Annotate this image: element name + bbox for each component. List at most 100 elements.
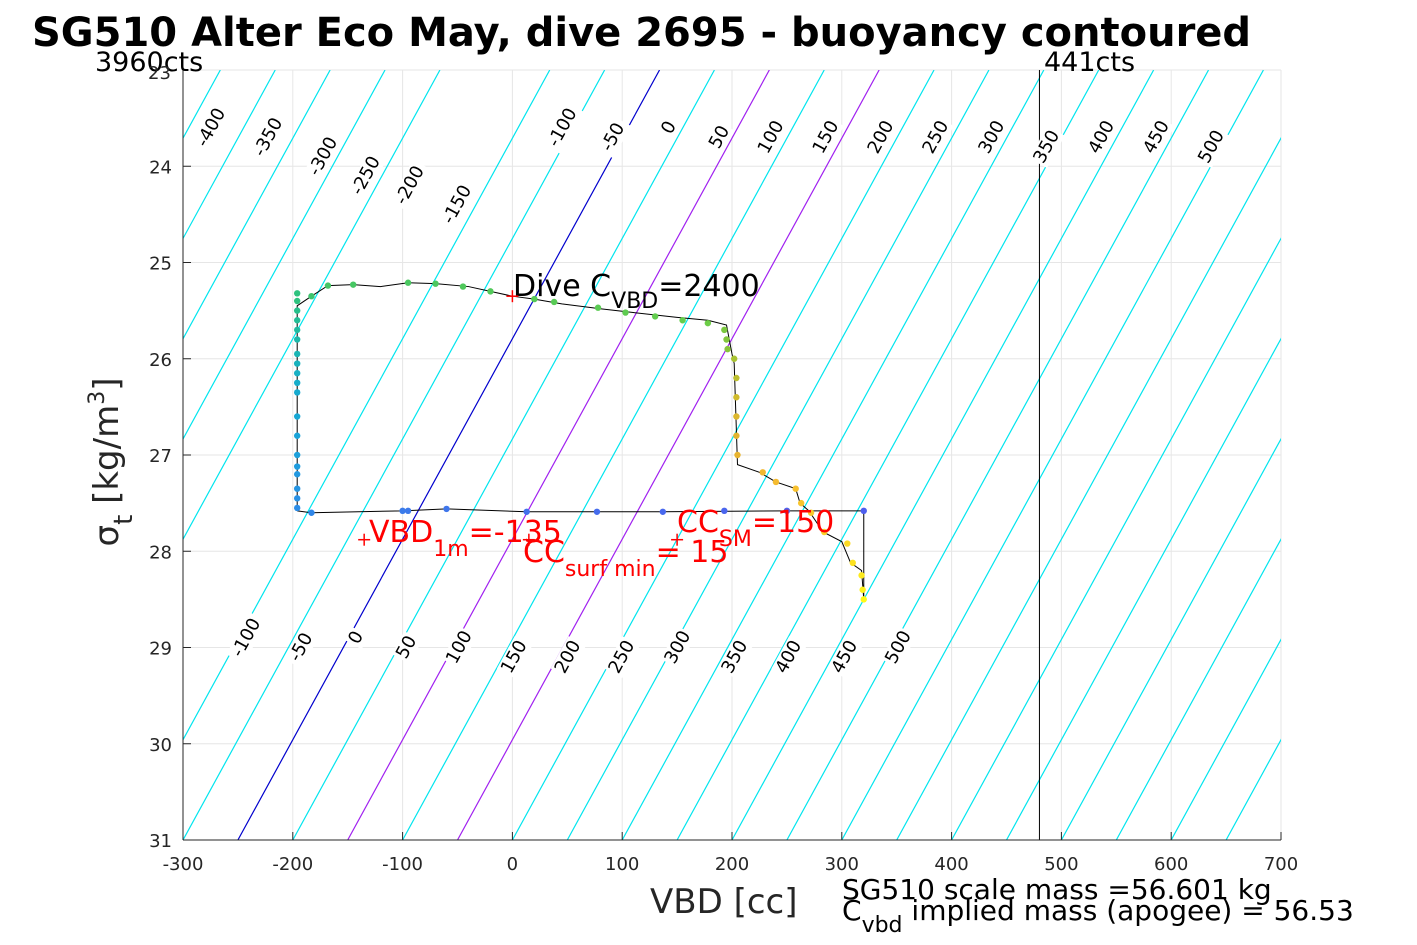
dive-point: [349, 281, 357, 288]
dive-point: [293, 451, 301, 459]
contour-label-bg: [753, 116, 790, 159]
x-tick-label: -200: [272, 854, 313, 875]
dive-point: [797, 499, 805, 507]
contour-label-bg: [550, 636, 587, 679]
contour-line: [676, 70, 1100, 840]
dive-point: [772, 478, 780, 486]
dive-point: [308, 292, 315, 300]
dive-point: [459, 283, 467, 290]
x-tick-label: 400: [934, 854, 968, 875]
contour-line: [841, 70, 1264, 840]
x-tick-label: 500: [1044, 854, 1078, 875]
contour-label-bg: [442, 626, 478, 669]
contour-label-bg: [226, 612, 267, 664]
contour-line: [347, 70, 770, 840]
contour-line: [1280, 838, 1281, 840]
x-tick-label: 100: [605, 854, 639, 875]
dive-point: [523, 508, 530, 515]
dive-point: [622, 309, 629, 316]
vbd-1m-label: VBD1m=-135: [369, 515, 562, 562]
x-tick-label: -100: [382, 854, 423, 875]
dive-point: [550, 298, 558, 306]
contour-label-bg: [496, 636, 533, 679]
dive-point: [730, 355, 738, 362]
dive-point: [293, 495, 301, 502]
contour-line: [786, 70, 1210, 840]
dive-point: [404, 279, 412, 286]
y-tick-label: 25: [149, 254, 172, 275]
contour-line: [1170, 638, 1281, 840]
contour-line: [951, 237, 1281, 840]
dive-point: [679, 317, 686, 324]
x-tick-label: 600: [1154, 854, 1188, 875]
y-tick-23: 23: [148, 63, 171, 84]
dive-point: [443, 505, 450, 513]
y-tick-label: 28: [149, 542, 172, 563]
dive-point: [531, 295, 538, 303]
x-tick-label: 200: [715, 854, 749, 875]
dive-point: [733, 413, 740, 420]
contour-line: [183, 70, 551, 741]
contour-line: [183, 70, 276, 240]
dive-point: [293, 350, 301, 358]
contour-line: [566, 70, 990, 840]
contour-line: [731, 70, 1155, 840]
dive-point: [293, 290, 301, 297]
contour-line: [1005, 337, 1281, 840]
contour-label-bg: [542, 101, 584, 154]
contour-line: [621, 70, 1045, 840]
dive-point: [844, 540, 851, 547]
dive-points: [293, 279, 867, 603]
contour-label-bg: [1194, 125, 1230, 169]
contour-line: [292, 70, 715, 840]
contour-label-bg: [827, 636, 863, 679]
contour-label-bg: [717, 636, 753, 679]
scale-mass-note: SG510 scale mass =56.601 kg: [842, 873, 1272, 906]
dive-point: [849, 559, 856, 566]
contour-label-bg: [191, 101, 232, 154]
dive-point: [432, 280, 439, 287]
annotations: Dive CVBD=2400 VBD1m=-135 CCsurf min= 15…: [358, 269, 834, 582]
dive-point: [792, 485, 799, 492]
y-tick-labels: 24 25 26 27 28 29 30 31: [149, 157, 191, 852]
dive-point: [858, 572, 865, 579]
contour-label-bg: [604, 636, 640, 679]
dive-c-vbd-label: Dive CVBD=2400: [513, 269, 760, 314]
contour-label-bg: [346, 150, 387, 202]
buoyancy-contours: [0, 70, 1281, 840]
contour-label-bg: [863, 116, 899, 159]
contour-line: [183, 70, 441, 541]
dive-point: [293, 379, 301, 387]
dive-point: [724, 345, 731, 353]
y-tick-label: 24: [149, 157, 172, 178]
contour-line: [0, 70, 165, 840]
y-tick-label: 29: [149, 639, 172, 660]
cc-sm-label: CCSM=150: [677, 505, 834, 552]
y-tick-label: 31: [149, 831, 172, 852]
contour-label-bg: [657, 116, 682, 140]
x-axis-label: VBD [cc]: [650, 882, 798, 922]
contour-label-bg: [248, 111, 289, 164]
contour-label-bg: [389, 159, 431, 212]
implied-mass-note: Cvbd implied mass (apogee) = 56.53: [842, 894, 1354, 938]
dive-point: [860, 507, 867, 515]
chart-title: SG510 Alter Eco May, dive 2695 - buoyanc…: [32, 10, 1251, 56]
contour-label-bg: [1139, 116, 1175, 159]
dive-point: [659, 508, 667, 515]
dive-point: [293, 360, 301, 367]
dive-point: [293, 369, 301, 377]
dive-point: [860, 596, 867, 603]
dive-point: [293, 413, 301, 420]
x-tick-labels: -300 -200 -100 0 100 200 300 400 500 600 700: [163, 832, 1298, 875]
x-tick-label: 700: [1264, 854, 1298, 875]
contour-label-bg: [918, 116, 954, 159]
y-axis-label: σt [kg/m3]: [85, 378, 139, 547]
dive-point: [293, 307, 301, 314]
contour-line: [402, 70, 825, 840]
dive-point: [324, 282, 332, 289]
dive-point: [404, 507, 412, 515]
contour-label-bg: [704, 121, 735, 154]
dive-point: [487, 288, 494, 295]
contour-line: [183, 70, 331, 340]
dive-point: [733, 374, 740, 382]
